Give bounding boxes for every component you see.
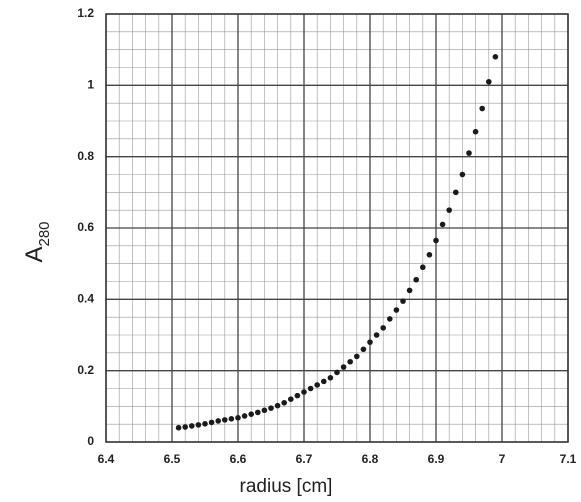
y-axis-label: A280: [21, 221, 53, 262]
data-point: [215, 418, 221, 424]
data-point: [439, 221, 446, 228]
data-point: [274, 402, 281, 409]
data-point: [446, 207, 453, 213]
x-tick-label: 6.7: [296, 452, 313, 466]
data-point: [241, 413, 248, 419]
data-point: [301, 389, 307, 395]
plot-frame: [105, 13, 569, 443]
y-tick-label: 1.2: [77, 6, 94, 20]
data-point: [222, 417, 228, 423]
data-point: [393, 307, 400, 313]
x-tick-label: 6.5: [164, 452, 181, 466]
data-point: [380, 325, 387, 331]
data-point: [235, 414, 241, 421]
data-point: [228, 416, 235, 422]
data-point: [459, 171, 466, 178]
y-tick-label: 0: [87, 434, 94, 448]
data-point: [195, 422, 202, 428]
y-tick-label: 0.4: [77, 292, 94, 306]
data-point: [492, 54, 499, 60]
data-point: [268, 405, 274, 411]
data-point: [433, 237, 439, 244]
data-point: [420, 264, 426, 271]
x-tick-label: 6.8: [362, 452, 379, 466]
data-point: [360, 346, 367, 353]
data-point: [334, 369, 340, 376]
data-point: [373, 332, 380, 338]
data-point: [387, 316, 393, 322]
x-tick-label: 6.6: [230, 452, 247, 466]
data-point: [426, 251, 433, 258]
data-point: [340, 364, 347, 370]
y-tick-label: 0.8: [77, 149, 94, 163]
data-point: [400, 298, 406, 304]
x-tick-label: 6.4: [98, 452, 115, 466]
x-tick-label: 7.1: [560, 452, 577, 466]
data-point: [347, 358, 354, 365]
x-tick-label: 6.9: [428, 452, 445, 466]
y-tick-label: 1: [87, 78, 94, 92]
data-point: [307, 385, 314, 392]
data-point: [354, 353, 360, 360]
data-point: [248, 411, 254, 417]
y-axis-label-main: A: [21, 247, 48, 263]
data-point: [479, 105, 486, 112]
x-axis-label: radius [cm]: [240, 476, 333, 497]
data-point: [175, 424, 182, 431]
data-point: [321, 378, 327, 385]
data-point: [367, 339, 373, 345]
data-point: [314, 382, 321, 388]
y-tick-label: 0.2: [77, 363, 94, 377]
data-point: [189, 423, 195, 429]
y-axis-label-subscript: 280: [36, 221, 53, 246]
x-tick-label: 7: [499, 452, 506, 466]
data-point: [413, 276, 420, 283]
data-point: [261, 407, 268, 414]
data-point: [466, 150, 472, 156]
data-point: [281, 399, 288, 406]
data-point: [202, 421, 208, 427]
data-point: [486, 78, 492, 85]
data-point: [208, 419, 215, 426]
data-point: [472, 128, 479, 135]
data-point: [294, 392, 301, 399]
data-point: [327, 375, 334, 381]
y-tick-label: 0.6: [77, 220, 94, 234]
data-point: [453, 189, 459, 196]
data-point: [182, 424, 188, 430]
data-point: [406, 287, 413, 294]
data-point: [254, 409, 261, 416]
data-point: [288, 396, 294, 403]
